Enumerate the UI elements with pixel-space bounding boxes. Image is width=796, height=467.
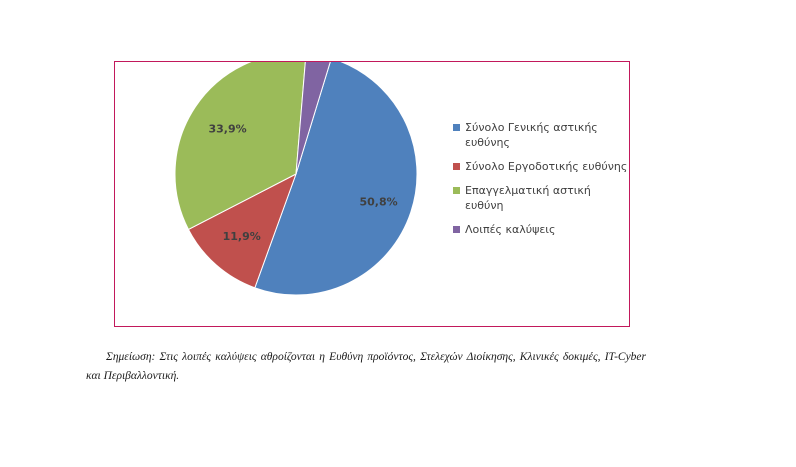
pie-slice-professional-liability	[174, 62, 306, 231]
legend-item-employer-liability: Σύνολο Εργοδοτικής ευθύνης	[453, 159, 631, 174]
chart-legend: Σύνολο Γενικής αστικής ευθύνης Σύνολο Εργ…	[453, 120, 631, 237]
data-label-professional-liability: 33,9%	[209, 122, 247, 135]
legend-label: Σύνολο Εργοδοτικής ευθύνης	[465, 160, 628, 173]
legend-swatch	[453, 187, 460, 194]
chart-frame: 50,8%11,9%33,9%3,4% Σύνολο Γενικής αστικ…	[114, 61, 630, 327]
pie-slice-general-liability	[254, 62, 418, 296]
legend-label: Σύνολο Γενικής αστικής ευθύνης	[465, 121, 598, 149]
data-label-general-liability: 50,8%	[360, 196, 398, 209]
legend-swatch	[453, 124, 460, 131]
pie-chart: 50,8%11,9%33,9%3,4%	[174, 62, 418, 296]
pie-slice-other-covers	[295, 62, 331, 175]
legend-item-other-covers: Λοιπές καλύψεις	[453, 222, 631, 237]
legend-swatch	[453, 163, 460, 170]
data-label-employer-liability: 11,9%	[223, 230, 261, 243]
legend-label: Λοιπές καλύψεις	[465, 223, 556, 236]
footnote: Σημείωση: Στις λοιπές καλύψεις αθροίζοντ…	[86, 351, 646, 382]
legend-item-professional-liability: Επαγγελματική αστική ευθύνη	[453, 183, 631, 213]
legend-label: Επαγγελματική αστική ευθύνη	[465, 184, 591, 212]
pie-slice-employer-liability	[187, 172, 297, 289]
legend-item-general-liability: Σύνολο Γενικής αστικής ευθύνης	[453, 120, 631, 150]
legend-swatch	[453, 226, 460, 233]
